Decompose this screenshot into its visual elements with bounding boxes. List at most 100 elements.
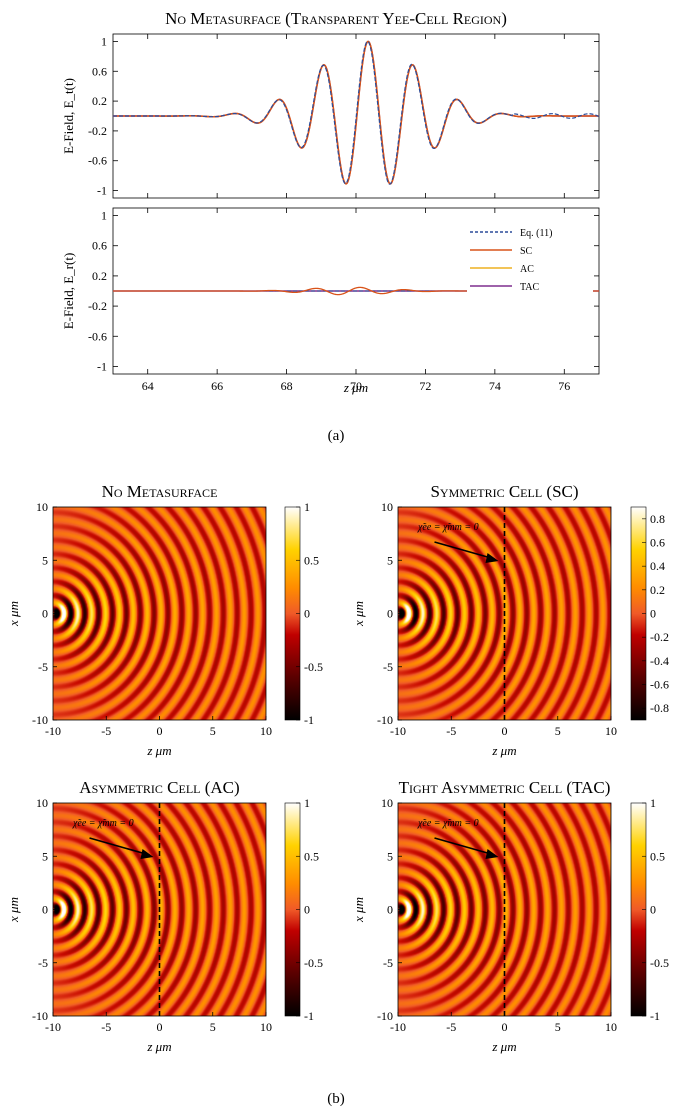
y-tick-label: -5 xyxy=(38,660,48,674)
x-tick-label: 0 xyxy=(157,1020,163,1034)
y-axis-label: x μm xyxy=(6,601,21,627)
x-tick-label: 66 xyxy=(211,379,223,393)
colorbar-tick-label: -0.8 xyxy=(650,701,669,715)
y-tick-label: 0 xyxy=(387,607,393,621)
x-tick-label: 72 xyxy=(419,379,431,393)
colorbar-tick-label: 0 xyxy=(650,903,656,917)
x-tick-label: -5 xyxy=(446,724,456,738)
heatmap-title-2: No Metasurface xyxy=(102,482,218,501)
y-axis-label: E-Field, E_t(t) xyxy=(61,78,76,154)
y-tick-label: 10 xyxy=(36,796,48,810)
y-tick-label: 10 xyxy=(381,796,393,810)
colorbar-tick-label: 0.8 xyxy=(650,512,665,526)
x-tick-label: -5 xyxy=(101,724,111,738)
colorbar-tick-label: -1 xyxy=(304,713,314,727)
x-tick-label: -10 xyxy=(390,724,406,738)
x-tick-label: 10 xyxy=(260,1020,272,1034)
colorbar-tick-label: -0.6 xyxy=(650,678,669,692)
x-tick-label: 64 xyxy=(142,379,154,393)
x-tick-label: -10 xyxy=(390,1020,406,1034)
legend-label-0: Eq. (11) xyxy=(520,228,552,239)
y-tick-label: -10 xyxy=(377,713,393,727)
y-tick-label: 0 xyxy=(42,607,48,621)
y-tick-label: -0.6 xyxy=(88,329,107,343)
colorbar-tick-label: -0.5 xyxy=(304,956,323,970)
x-axis-label: z μm xyxy=(343,380,368,395)
y-tick-label: 5 xyxy=(387,849,393,863)
annotation-label: χ̃ee = χ̃mm = 0 xyxy=(417,522,479,533)
y-tick-label: -1 xyxy=(97,184,107,198)
colorbar-tick-label: -1 xyxy=(304,1009,314,1023)
y-tick-label: 5 xyxy=(42,849,48,863)
heatmap-title-5: Tight Asymmetric Cell (TAC) xyxy=(399,778,611,797)
y-axis-label: E-Field, E_r(t) xyxy=(61,253,76,330)
plot-title-transmitted: No Metasurface (Transparent Yee-Cell Reg… xyxy=(165,9,507,28)
series-sc-transmitted xyxy=(113,40,599,185)
caption-b: (b) xyxy=(327,1091,345,1107)
x-tick-label: -10 xyxy=(45,724,61,738)
x-tick-label: 76 xyxy=(558,379,570,393)
annotation-label: χ̃ee = χ̃mm = 0 xyxy=(72,818,134,829)
x-tick-label: 10 xyxy=(605,724,617,738)
colorbar-tick-label: 0.4 xyxy=(650,559,665,573)
y-tick-label: -0.2 xyxy=(88,299,107,313)
legend-label-2: AC xyxy=(520,264,534,275)
annotation-label: χ̃ee = χ̃mm = 0 xyxy=(417,818,479,829)
annotation-arrow xyxy=(89,837,150,856)
x-tick-label: 10 xyxy=(260,724,272,738)
y-tick-label: -0.2 xyxy=(88,124,107,138)
heatmap-title-4: Asymmetric Cell (AC) xyxy=(79,778,239,797)
x-tick-label: 74 xyxy=(489,379,501,393)
y-tick-label: 0.2 xyxy=(92,269,107,283)
x-tick-label: 5 xyxy=(555,1020,561,1034)
y-tick-label: -5 xyxy=(383,956,393,970)
x-tick-label: 5 xyxy=(210,1020,216,1034)
annotation-arrow-head xyxy=(140,849,154,859)
colorbar-tick-label: -0.2 xyxy=(650,630,669,644)
x-tick-label: 10 xyxy=(605,1020,617,1034)
series-tac-transmitted xyxy=(113,40,599,185)
y-tick-label: 10 xyxy=(381,500,393,514)
y-tick-label: 1 xyxy=(101,209,107,223)
y-axis-label: x μm xyxy=(351,601,366,627)
annotation-arrow-head xyxy=(485,849,499,859)
colorbar-tick-label: 1 xyxy=(304,796,310,810)
y-axis-label: x μm xyxy=(351,897,366,923)
y-tick-label: -10 xyxy=(32,1009,48,1023)
y-tick-label: 0 xyxy=(387,903,393,917)
colorbar-tick-label: -0.5 xyxy=(650,956,669,970)
colorbar-tick-label: 0.2 xyxy=(650,583,665,597)
y-tick-label: -0.6 xyxy=(88,154,107,168)
caption-a: (a) xyxy=(328,428,345,444)
x-tick-label: 5 xyxy=(210,724,216,738)
x-tick-label: -5 xyxy=(101,1020,111,1034)
series-eq11-transmitted xyxy=(113,40,600,185)
colorbar-tick-label: -1 xyxy=(650,1009,660,1023)
field-map-2 xyxy=(53,507,266,720)
y-tick-label: 0.6 xyxy=(92,239,107,253)
y-tick-label: 0 xyxy=(42,903,48,917)
y-tick-label: 1 xyxy=(101,34,107,48)
series-ac-transmitted xyxy=(113,40,599,185)
colorbar-tick-label: 0 xyxy=(650,607,656,621)
annotation-arrow-head xyxy=(485,553,499,563)
y-tick-label: -5 xyxy=(383,660,393,674)
legend-label-1: SC xyxy=(520,246,533,257)
x-tick-label: 0 xyxy=(157,724,163,738)
y-tick-label: 10 xyxy=(36,500,48,514)
x-axis-label: z μm xyxy=(146,1039,171,1054)
y-tick-label: 0.2 xyxy=(92,94,107,108)
colorbar-tick-label: 0.5 xyxy=(650,849,665,863)
colorbar-tick-label: 0.5 xyxy=(304,849,319,863)
y-tick-label: -5 xyxy=(38,956,48,970)
x-tick-label: -5 xyxy=(446,1020,456,1034)
x-axis-label: z μm xyxy=(491,743,516,758)
x-axis-label: z μm xyxy=(491,1039,516,1054)
legend-label-3: TAC xyxy=(520,282,540,293)
colorbar-tick-label: -0.5 xyxy=(304,660,323,674)
annotation-arrow xyxy=(434,541,495,560)
x-tick-label: 0 xyxy=(502,1020,508,1034)
y-tick-label: -1 xyxy=(97,359,107,373)
colorbar-tick-label: 0 xyxy=(304,607,310,621)
y-tick-label: 0.6 xyxy=(92,64,107,78)
